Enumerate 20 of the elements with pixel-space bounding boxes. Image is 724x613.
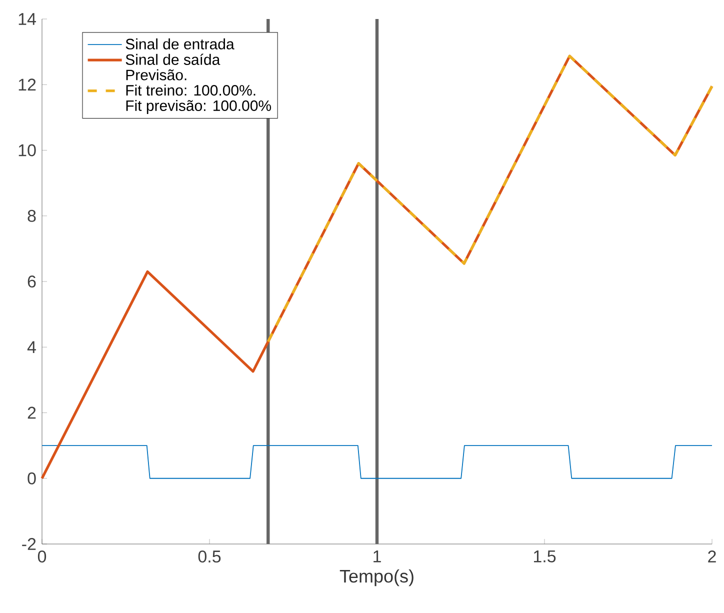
x-tick-label: 0 <box>38 550 46 563</box>
y-tick-label: 14 <box>18 13 36 25</box>
y-tick-label: 10 <box>18 144 36 156</box>
y-tick-label: 4 <box>27 341 36 353</box>
x-axis-title: Tempo(s) <box>340 569 414 586</box>
y-tick-label: 12 <box>18 78 36 91</box>
x-tick-label: 1.5 <box>534 550 556 562</box>
x-tick-label: 0.5 <box>198 550 221 563</box>
y-tick-label: 0 <box>28 472 36 484</box>
legend-label: Sinal de saída <box>126 54 220 65</box>
y-tick-label: -2 <box>22 538 36 550</box>
annotation: Previsão. <box>126 69 186 80</box>
legend-label: Fit treino: 100.00%. <box>126 84 256 96</box>
y-tick-label: 2 <box>28 406 36 419</box>
y-tick-label: 8 <box>28 210 36 222</box>
y-tick-label: 6 <box>28 275 36 288</box>
legend-label: Sinal de entrada <box>126 38 234 50</box>
annotation: Fit previsão: 100.00% <box>126 100 272 114</box>
x-tick-label: 2 <box>708 550 716 562</box>
x-tick-label: 1 <box>374 550 381 562</box>
